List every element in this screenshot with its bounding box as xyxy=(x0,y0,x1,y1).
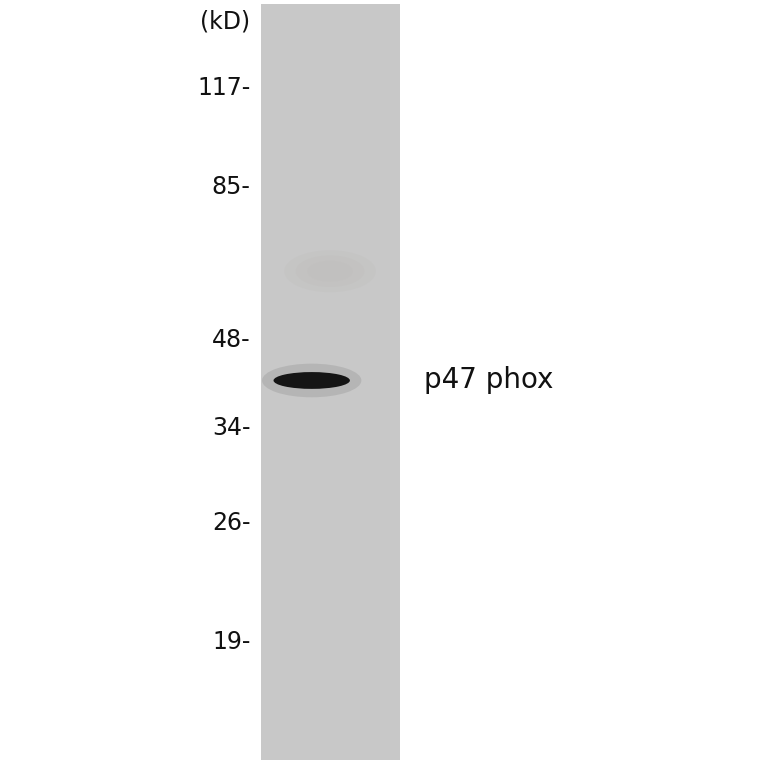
Ellipse shape xyxy=(262,364,361,397)
Text: 26-: 26- xyxy=(212,511,251,536)
Text: 117-: 117- xyxy=(197,76,251,100)
Text: 34-: 34- xyxy=(212,416,251,440)
Ellipse shape xyxy=(274,372,350,389)
Ellipse shape xyxy=(284,250,376,292)
Text: 48-: 48- xyxy=(212,328,251,352)
Text: 85-: 85- xyxy=(212,175,251,199)
Ellipse shape xyxy=(296,255,364,287)
Ellipse shape xyxy=(307,261,353,282)
Text: (kD): (kD) xyxy=(200,9,251,34)
Bar xyxy=(261,4,400,760)
Text: p47 phox: p47 phox xyxy=(424,367,553,394)
Text: 19-: 19- xyxy=(212,630,251,654)
